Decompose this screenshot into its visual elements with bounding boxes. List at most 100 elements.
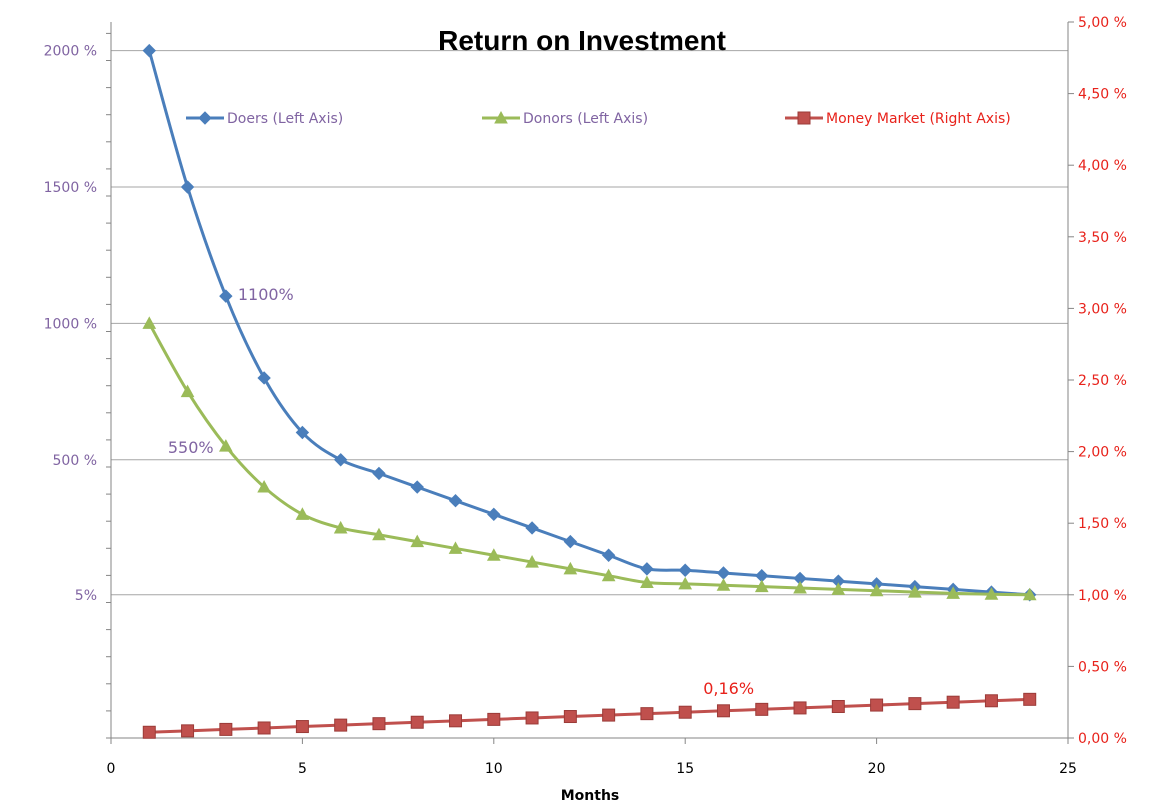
series-1-point-9	[486, 548, 501, 561]
series-2-point-0	[142, 725, 156, 739]
left-tick-label-1: 500 %	[53, 453, 97, 469]
series-0-point-6	[372, 466, 386, 481]
series-2	[142, 692, 1037, 739]
legend-label-1: Donors (Left Axis)	[523, 111, 648, 127]
right-tick-label-1: 0,50 %	[1078, 659, 1127, 675]
data-label-2: 0,16%	[703, 679, 754, 698]
left-tick-label-3: 1500 %	[44, 180, 97, 196]
series-2-point-12	[602, 708, 616, 722]
right-tick-label-8: 4,00 %	[1078, 158, 1127, 174]
right-tick-label-7: 3,50 %	[1078, 230, 1127, 246]
series-1-point-23	[1022, 587, 1037, 601]
series-0-point-12	[601, 548, 616, 562]
series-2-point-9	[487, 712, 501, 726]
legend-marker-1	[494, 110, 508, 124]
right-tick-label-5: 2,50 %	[1078, 373, 1127, 389]
chart-title: Return on Investment	[438, 25, 726, 56]
series-2-point-21	[946, 695, 960, 709]
series-1-point-20	[908, 585, 922, 598]
series-0-point-5	[333, 453, 348, 467]
series-0-point-4	[295, 425, 310, 440]
series-1-point-3	[257, 480, 271, 493]
x-axis-label: Months	[561, 788, 620, 803]
data-label-1: 550%	[168, 438, 214, 457]
right-tick-label-2: 1,00 %	[1078, 588, 1127, 604]
series-1-point-11	[563, 561, 578, 575]
series-0-point-14	[678, 563, 692, 577]
x-tick-label-1: 5	[298, 761, 307, 777]
series-2-point-17	[793, 701, 807, 715]
data-label-0: 1100%	[238, 285, 294, 304]
series-2-point-6	[372, 717, 386, 731]
left-tick-label-0: 5%	[75, 588, 97, 604]
legend-item-2: Money Market (Right Axis)	[785, 111, 1011, 127]
series-0-point-9	[487, 507, 501, 522]
right-tick-label-6: 3,00 %	[1078, 301, 1127, 317]
series-1-point-16	[754, 579, 769, 593]
legend-item-1: Donors (Left Axis)	[482, 110, 648, 127]
series-2-point-18	[831, 699, 845, 713]
series-1-point-19	[869, 583, 884, 597]
gridlines	[111, 50, 1068, 596]
right-tick-label-3: 1,50 %	[1078, 516, 1127, 532]
series-1-point-18	[831, 582, 846, 595]
right-tick-label-0: 0,00 %	[1078, 731, 1127, 747]
x-tick-label-4: 20	[868, 761, 886, 777]
series-1-point-12	[601, 568, 616, 582]
series-1-point-13	[640, 575, 654, 589]
series-2-point-1	[181, 724, 195, 738]
series-0-point-7	[410, 480, 424, 494]
series-2-point-8	[449, 714, 463, 728]
series-1-point-21	[946, 586, 961, 599]
right-tick-label-4: 2,00 %	[1078, 445, 1127, 461]
series	[142, 43, 1037, 739]
left-tick-label-2: 1000 %	[44, 316, 97, 332]
series-0-point-11	[563, 534, 578, 549]
series-1-point-8	[448, 541, 463, 554]
series-2-point-3	[257, 721, 271, 735]
axes: 5% 500 % 1000 % 1500 % 2000 % 0,00 % 0,50 % 1,0…	[44, 15, 1127, 777]
series-0-point-13	[640, 562, 654, 576]
legend-label-2: Money Market (Right Axis)	[826, 111, 1011, 127]
legend: Doers (Left Axis) Donors (Left Axis) Money…	[186, 110, 1011, 127]
left-tick-label-4: 2000 %	[44, 44, 97, 60]
series-2-point-19	[870, 698, 884, 712]
x-tick-label-3: 15	[676, 761, 694, 777]
legend-label-0: Doers (Left Axis)	[227, 111, 343, 127]
series-1-point-1	[180, 384, 195, 398]
series-2-point-15	[716, 704, 730, 718]
annotations: 1100% 550% 0,16%	[168, 285, 754, 698]
right-tick-label-9: 4,50 %	[1078, 87, 1127, 103]
series-2-point-7	[410, 715, 424, 729]
series-1-point-7	[410, 534, 425, 548]
series-0-point-1	[180, 180, 195, 194]
series-2-point-5	[334, 718, 348, 732]
series-2-point-13	[640, 707, 654, 721]
series-2-point-22	[984, 694, 998, 708]
x-tick-label-0: 0	[107, 761, 116, 777]
series-2-point-23	[1023, 692, 1037, 706]
series-2-point-11	[563, 710, 577, 724]
series-1-point-5	[333, 520, 348, 534]
series-1-point-14	[678, 576, 693, 590]
series-1	[142, 316, 1037, 601]
series-2-point-16	[755, 702, 769, 716]
right-tick-label-10: 5,00 %	[1078, 15, 1127, 31]
series-1-point-15	[716, 578, 731, 591]
x-tick-label-2: 10	[485, 761, 503, 777]
series-1-point-10	[525, 555, 539, 568]
series-2-point-4	[295, 720, 309, 734]
series-0-point-10	[525, 521, 539, 535]
series-1-point-17	[793, 580, 807, 594]
series-1-point-4	[295, 507, 310, 520]
series-1-point-2	[218, 439, 233, 452]
legend-marker-2	[797, 111, 811, 125]
series-0-point-0	[142, 43, 156, 58]
legend-item-0: Doers (Left Axis)	[186, 111, 343, 127]
series-0-point-2	[219, 289, 233, 303]
x-tick-label-5: 25	[1059, 761, 1077, 777]
series-2-point-20	[908, 697, 922, 711]
series-2-point-2	[219, 722, 233, 736]
